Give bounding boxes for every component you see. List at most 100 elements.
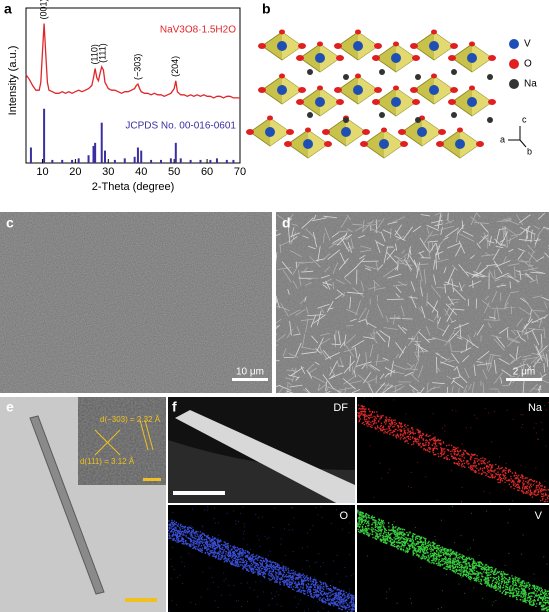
nanowire [394, 386, 397, 393]
eds-dot [173, 538, 175, 540]
eds-dot [333, 596, 335, 599]
nanowire [482, 382, 485, 393]
eds-dot [475, 562, 477, 565]
eds-dot [302, 580, 304, 582]
nanowire [326, 300, 334, 313]
eds-dot [248, 559, 251, 561]
nanowire [504, 294, 511, 307]
eds-dot [445, 549, 447, 551]
eds-dot [425, 439, 427, 441]
eds-dot [408, 548, 411, 550]
eds-dot [537, 586, 539, 588]
eds-dot [353, 605, 355, 607]
eds-dot [497, 578, 500, 580]
eds-dot [422, 432, 424, 435]
eds-dot [183, 526, 185, 528]
eds-dot [208, 555, 210, 557]
eds-dot [474, 561, 476, 563]
eds-dot [199, 534, 201, 536]
nanowire [421, 305, 426, 319]
eds-dot [364, 410, 366, 413]
eds-dot [283, 581, 285, 584]
eds-dot [454, 554, 457, 556]
eds-dot [463, 465, 465, 467]
eds-dot [371, 530, 374, 532]
eds-dot [480, 580, 482, 582]
eds-dot [257, 572, 259, 574]
eds-dot [310, 594, 313, 597]
eds-dot [237, 521, 239, 523]
eds-dot [226, 512, 228, 514]
eds-dot [375, 537, 377, 540]
eds-dot [316, 586, 319, 588]
eds-dot [481, 468, 484, 470]
eds-dot [471, 456, 473, 458]
eds-dot [236, 550, 238, 552]
eds-dot [190, 539, 193, 541]
eds-dot [479, 571, 481, 574]
eds-dot [246, 565, 248, 568]
eds-dot [209, 544, 212, 546]
eds-dot [474, 462, 476, 464]
eds-dot [449, 554, 451, 557]
eds-dot [530, 486, 533, 488]
eds-dot [421, 549, 423, 551]
eds-dot [403, 544, 405, 546]
eds-dot [507, 480, 509, 482]
eds-dot [315, 588, 317, 591]
eds-dot [385, 417, 388, 419]
eds-dot [466, 452, 469, 455]
eds-dot [509, 480, 511, 482]
eds-dot [468, 466, 470, 468]
eds-dot [474, 471, 477, 474]
eds-dot [425, 435, 428, 437]
eds-dot [483, 460, 485, 462]
eds-dot [514, 578, 517, 580]
eds-dot [190, 535, 192, 537]
eds-dot [235, 564, 238, 566]
eds-dot [484, 458, 486, 460]
eds-dot [358, 511, 361, 513]
nanowire [339, 341, 346, 348]
nanowire [493, 338, 505, 351]
eds-dot [516, 477, 518, 480]
eds-dot [291, 507, 293, 509]
eds-dot [317, 514, 319, 516]
eds-dot [207, 548, 210, 550]
nanowire [398, 262, 413, 266]
eds-dot [182, 538, 185, 540]
eds-dot [273, 566, 275, 568]
nanowire [446, 219, 452, 224]
eds-dot [253, 568, 255, 570]
eds-dot [207, 588, 209, 590]
eds-dot [293, 574, 295, 576]
eds-dot [278, 568, 281, 570]
eds-dot [303, 575, 305, 577]
eds-dot [265, 561, 267, 563]
eds-dot [400, 531, 402, 533]
eds-dot [428, 447, 431, 449]
eds-dot [242, 552, 244, 554]
nanowire [535, 258, 541, 263]
eds-dot [423, 502, 425, 503]
eds-dot [417, 432, 419, 434]
eds-dot [275, 575, 277, 577]
nanowire [471, 381, 475, 393]
eds-dot [173, 533, 175, 536]
eds-dot [469, 577, 472, 579]
eds-dot [513, 591, 515, 593]
eds-dot [325, 584, 328, 586]
eds-dot [541, 591, 544, 593]
eds-dot [303, 610, 305, 612]
nanowire [366, 322, 377, 329]
eds-dot [339, 590, 341, 592]
eds-dot [400, 538, 402, 540]
eds-dot [281, 569, 284, 571]
eds-dot [217, 541, 219, 543]
nanowire [458, 264, 469, 277]
eds-dot [434, 557, 436, 560]
nanowire [411, 389, 416, 393]
eds-dot [219, 539, 222, 541]
eds-dot [384, 528, 386, 530]
eds-dot [210, 540, 212, 543]
